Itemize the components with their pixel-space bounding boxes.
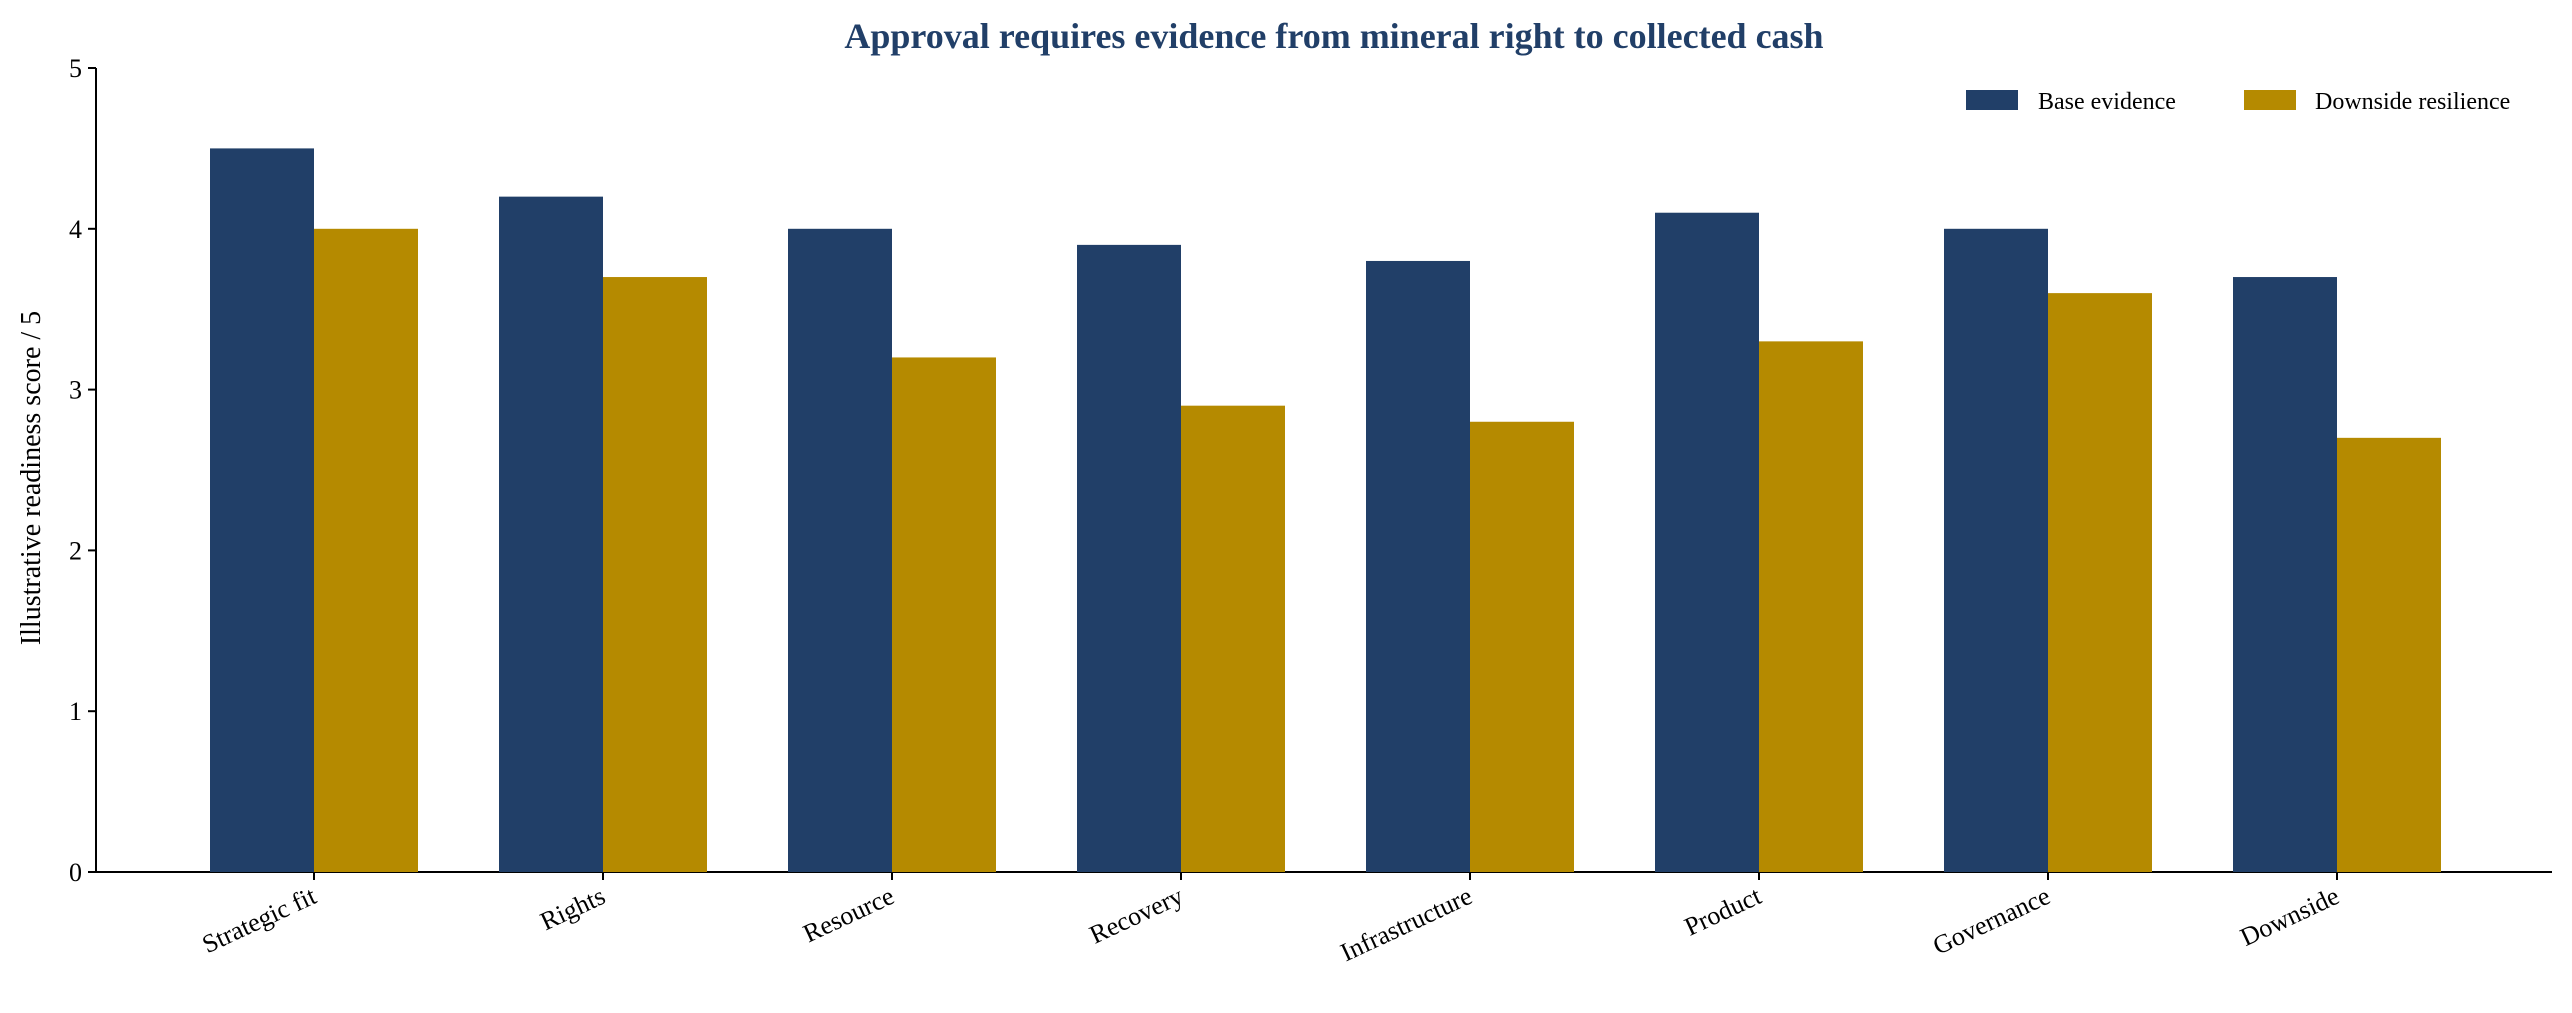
bar-base-evidence [788,228,892,873]
y-ticks: 0 1 2 3 4 5 [69,54,96,887]
axes [95,68,2552,873]
bar-base-evidence [1655,212,1759,873]
legend-label: Base evidence [2038,89,2176,115]
y-tick-label: 0 [69,858,82,887]
x-tick-label: Product [1680,881,1766,942]
bar-downside-resilience [1181,405,1285,872]
x-tick-label: Infrastructure [1336,881,1476,967]
x-tick-label: Downside [2236,881,2344,952]
y-tick-label: 2 [69,536,82,565]
y-tick-label: 4 [69,215,82,244]
y-axis-label: Illustrative readiness score / 5 [16,311,47,645]
legend-label: Downside resilience [2315,89,2510,115]
bar-base-evidence [1366,260,1470,873]
legend: Base evidence Downside resilience [1966,89,2510,115]
x-ticks: Strategic fit Rights Resource Recovery Infra… [198,872,2344,967]
x-tick-label: Resource [799,881,899,948]
y-tick-label: 1 [69,697,82,726]
bar-base-evidence [2233,277,2337,872]
bar-base-evidence [1077,244,1181,872]
bar-base-evidence [1944,228,2048,873]
bar-downside-resilience [892,357,996,872]
legend-swatch [2244,90,2296,110]
bar-base-evidence [210,148,314,872]
bars [210,148,2441,873]
bar-base-evidence [499,196,603,872]
legend-swatch [1966,90,2018,110]
y-tick-label: 3 [69,376,82,405]
bar-downside-resilience [603,277,707,872]
y-tick-label: 5 [69,54,82,83]
x-tick-label: Recovery [1085,881,1188,949]
bar-downside-resilience [1470,421,1574,872]
x-tick-label: Strategic fit [198,881,322,959]
x-tick-label: Governance [1928,881,2054,960]
chart-title: Approval requires evidence from mineral … [844,16,1823,56]
x-tick-label: Rights [536,881,610,936]
bar-downside-resilience [2048,293,2152,872]
bar-downside-resilience [314,228,418,873]
bar-downside-resilience [2337,437,2441,872]
bar-downside-resilience [1759,341,1863,872]
